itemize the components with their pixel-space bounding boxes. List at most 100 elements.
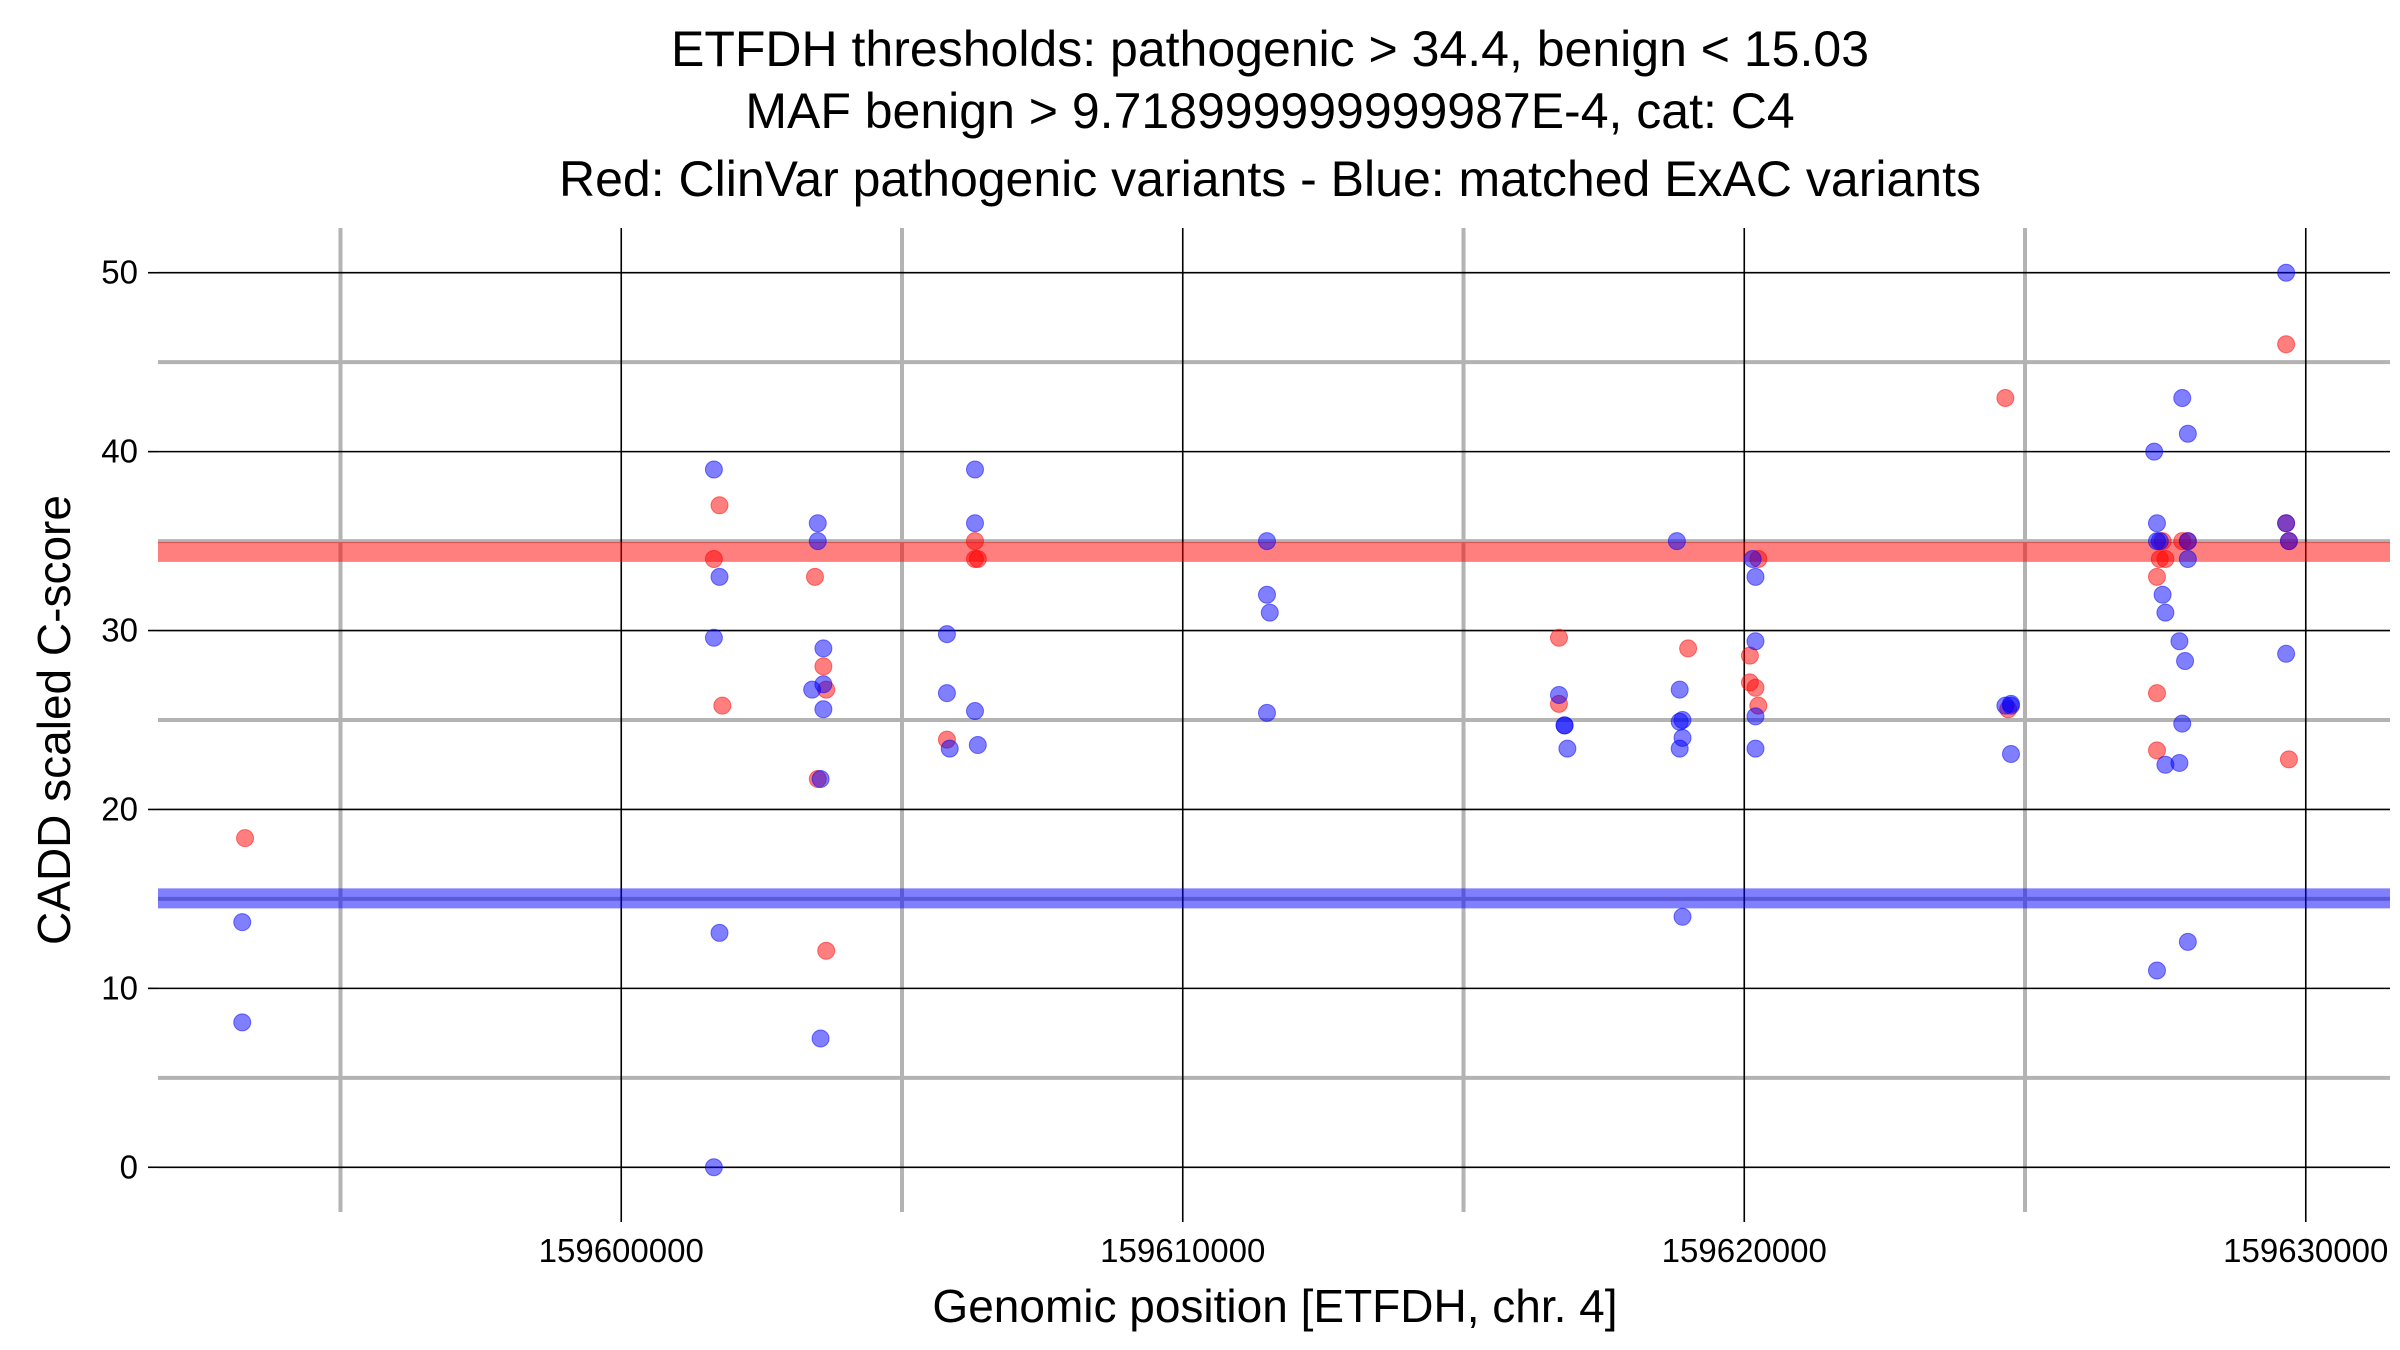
benign-point — [1673, 711, 1692, 729]
benign-point — [2178, 424, 2197, 443]
benign-point — [1558, 739, 1577, 758]
benign-point — [710, 567, 729, 586]
y-tick-label: 40 — [101, 433, 138, 470]
benign-point — [1673, 907, 1692, 926]
y-tick-label: 30 — [101, 612, 138, 649]
benign-point — [1670, 680, 1689, 699]
y-axis-ticks: 0 10 20 30 40 50 — [101, 254, 158, 1185]
benign-point — [2277, 644, 2296, 663]
benign-point — [2145, 442, 2164, 461]
pathogenic-point — [817, 941, 836, 960]
x-tick-label: 159630000 — [2223, 1232, 2388, 1269]
benign-point — [2147, 514, 2166, 533]
y-tick-label: 20 — [101, 790, 138, 827]
benign-point — [1746, 632, 1765, 651]
benign-point — [2150, 532, 2169, 551]
benign-point — [710, 923, 729, 942]
benign-point — [808, 532, 827, 551]
benign-point — [814, 639, 833, 658]
benign-point — [1746, 739, 1765, 758]
benign-point — [937, 684, 956, 703]
y-tick-label: 0 — [120, 1148, 138, 1185]
benign-point — [704, 628, 723, 647]
pathogenic-point — [2277, 335, 2296, 354]
pathogenic-point — [1746, 678, 1765, 697]
benign-point — [1260, 603, 1279, 622]
y-axis-title: CADD scaled C-score — [28, 495, 80, 945]
benign-point — [965, 702, 984, 721]
benign-point — [2178, 549, 2197, 568]
benign-point — [940, 739, 959, 758]
x-tick-label: 159610000 — [1100, 1232, 1265, 1269]
pathogenic-point — [2156, 549, 2175, 568]
benign-point — [2156, 603, 2175, 622]
benign-point — [968, 736, 987, 755]
pathogenic-point — [968, 549, 987, 568]
x-axis-title: Genomic position [ETFDH, chr. 4] — [932, 1280, 1617, 1332]
benign-point — [811, 1029, 830, 1048]
benign-point — [2176, 651, 2195, 670]
benign-point — [965, 514, 984, 533]
x-tick-label: 159620000 — [1662, 1232, 1827, 1269]
benign-point — [2147, 961, 2166, 980]
benign-point — [704, 460, 723, 479]
pathogenic-point — [713, 696, 732, 715]
pathogenic-point — [2147, 741, 2166, 760]
benign-point — [1257, 703, 1276, 722]
benign-point — [2170, 632, 2189, 651]
benign-point — [1257, 585, 1276, 604]
pathogenic-point — [814, 657, 833, 676]
benign-point — [2173, 714, 2192, 733]
benign-point — [233, 913, 252, 932]
benign-point — [937, 625, 956, 644]
benign-point — [2170, 753, 2189, 772]
benign-point — [2277, 514, 2296, 533]
benign-point — [233, 1013, 252, 1032]
benign-point — [704, 1158, 723, 1177]
benign-point — [1743, 549, 1762, 568]
chart-title-line-1: ETFDH thresholds: pathogenic > 34.4, ben… — [671, 21, 1869, 77]
pathogenic-point — [965, 532, 984, 551]
y-tick-label: 50 — [101, 254, 138, 291]
benign-point — [2001, 744, 2020, 763]
benign-point — [1673, 728, 1692, 747]
pathogenic-point — [2147, 567, 2166, 586]
pathogenic-point — [704, 549, 723, 568]
benign-point — [1549, 685, 1568, 704]
pathogenic-point — [236, 829, 255, 848]
pathogenic-point — [710, 496, 729, 515]
benign-point — [814, 675, 833, 694]
benign-point — [1555, 716, 1574, 735]
benign-point — [1746, 707, 1765, 726]
chart-title-line-3: Red: ClinVar pathogenic variants - Blue:… — [559, 151, 1981, 207]
benign-point — [2001, 694, 2020, 713]
pathogenic-point — [1996, 388, 2015, 407]
pathogenic-point — [1679, 639, 1698, 658]
benign-point — [965, 460, 984, 479]
benign-point — [2178, 932, 2197, 951]
data-points — [233, 263, 2298, 1177]
benign-point — [1667, 532, 1686, 551]
pathogenic-point — [1549, 628, 1568, 647]
chart-title-line-2: MAF benign > 9.718999999999987E-4, cat: … — [745, 83, 1794, 139]
benign-point — [2173, 388, 2192, 407]
pathogenic-point — [805, 567, 824, 586]
benign-point — [2279, 532, 2298, 551]
benign-point — [2277, 263, 2296, 282]
pathogenic-point — [2279, 750, 2298, 769]
y-tick-label: 10 — [101, 969, 138, 1006]
x-tick-label: 159600000 — [539, 1232, 704, 1269]
benign-point — [1746, 567, 1765, 586]
x-axis-ticks: 159600000 159610000 159620000 159630000 — [539, 1212, 2388, 1269]
benign-point — [2178, 532, 2197, 551]
benign-point — [2153, 585, 2172, 604]
major-grid — [158, 228, 2390, 1212]
benign-point — [811, 770, 830, 789]
benign-point — [1257, 532, 1276, 551]
pathogenic-point — [2147, 684, 2166, 703]
benign-point — [814, 700, 833, 719]
benign-point — [808, 514, 827, 533]
threshold-lines — [158, 541, 2390, 909]
